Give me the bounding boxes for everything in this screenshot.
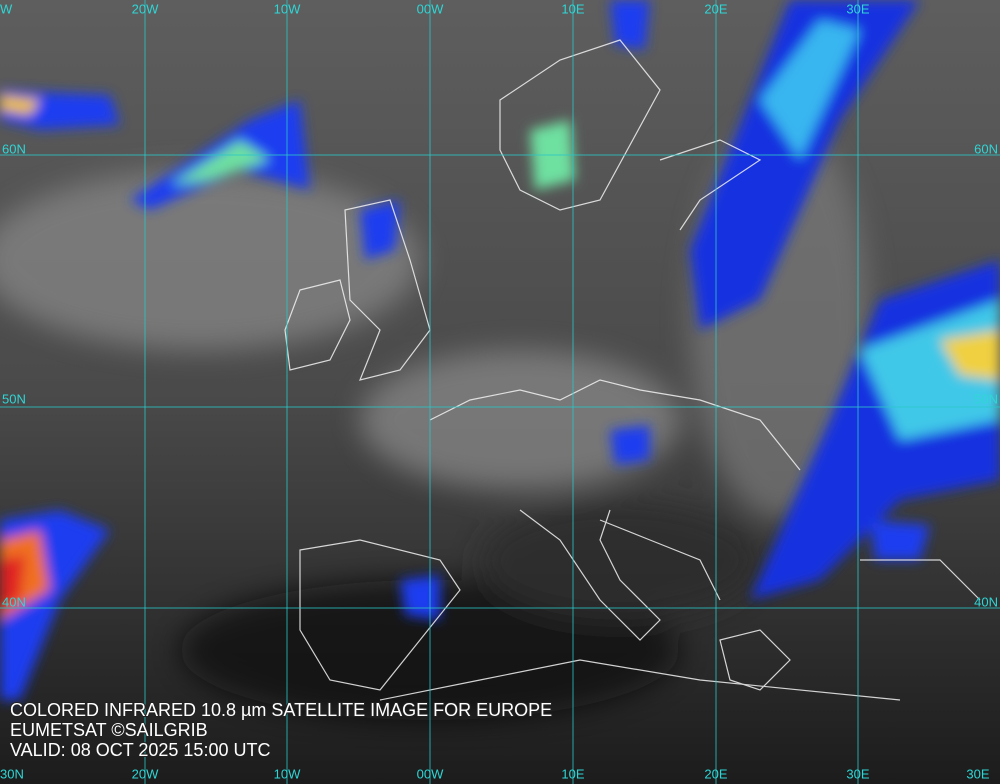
parallel-label: 60N [2, 141, 26, 156]
caption-line: VALID: 08 OCT 2025 15:00 UTC [10, 740, 270, 760]
meridian-label: 10W [274, 766, 301, 781]
parallel-label: 40N [2, 594, 26, 609]
parallel-label: 50N [2, 391, 26, 406]
caption-line: EUMETSAT ©SAILGRIB [10, 720, 208, 740]
meridian-label: 20E [704, 766, 727, 781]
meridian-label: 10E [561, 1, 584, 16]
meridian-label: 20W [132, 766, 159, 781]
caption-line: COLORED INFRARED 10.8 µm SATELLITE IMAGE… [10, 700, 552, 720]
meridian-label: 30E [846, 1, 869, 16]
meridian-label: 30N [0, 766, 24, 781]
meridian-label: 20E [704, 1, 727, 16]
meridian-label: 00W [417, 1, 444, 16]
parallel-label: 40N [974, 594, 998, 609]
meridian-label: 30E [846, 766, 869, 781]
meridian-label: 00W [417, 766, 444, 781]
meridian-label: 10E [561, 766, 584, 781]
meridian-label: 10W [274, 1, 301, 16]
meridian-label: W [0, 1, 13, 16]
parallel-label: 50N [974, 391, 998, 406]
parallel-label: 60N [974, 141, 998, 156]
meridian-label: 20W [132, 1, 159, 16]
meridian-label: 30E [966, 766, 989, 781]
